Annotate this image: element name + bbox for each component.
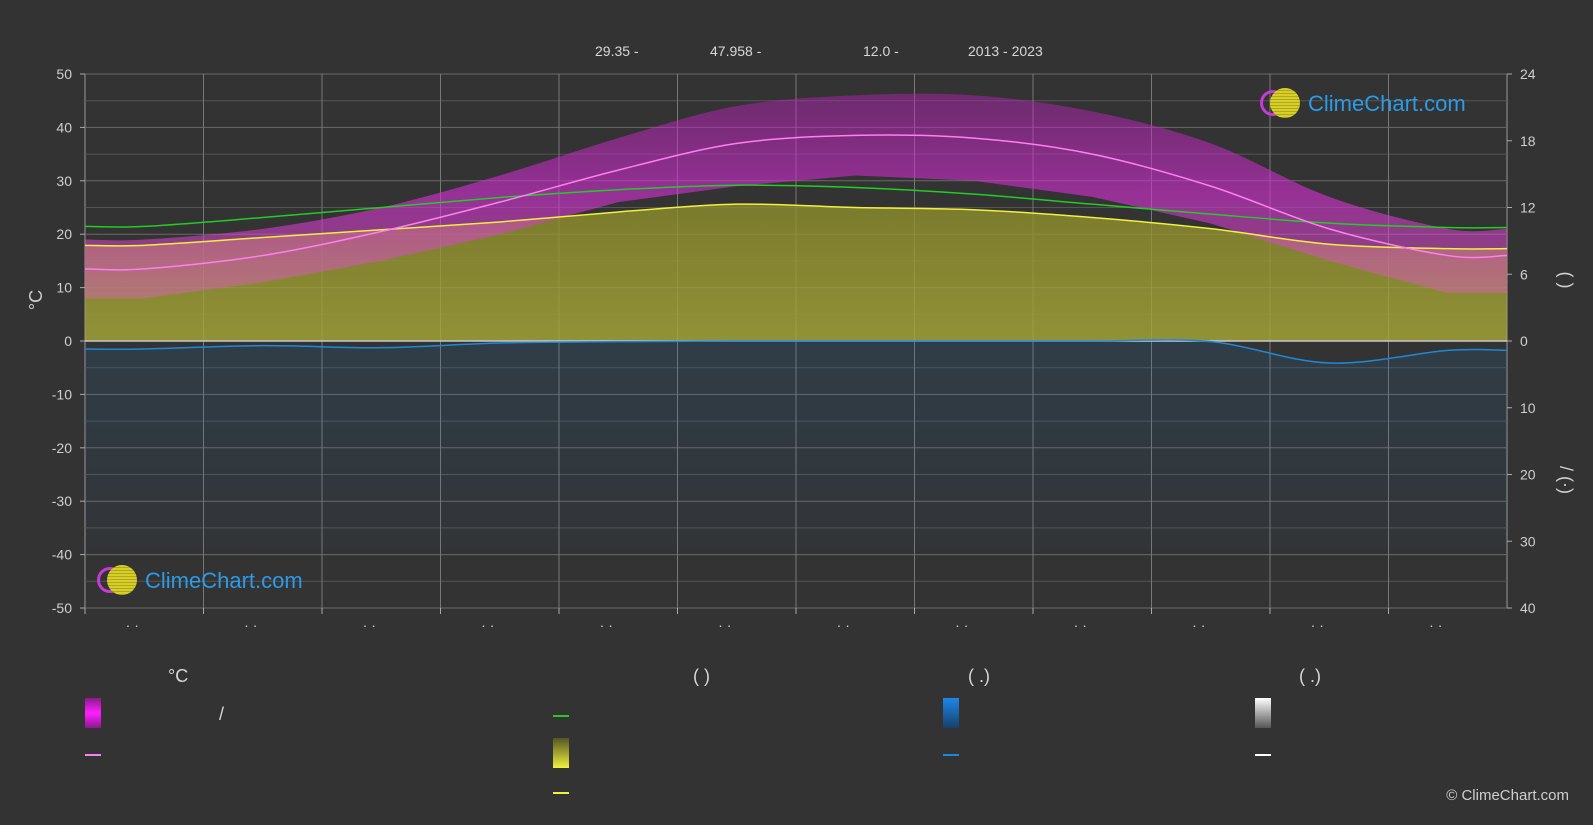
right-tick-label: 10 xyxy=(1520,400,1536,416)
header-longitude: 47.958 - xyxy=(710,43,762,59)
logo-text: ClimeChart.com xyxy=(145,568,303,593)
sunshine-line xyxy=(84,203,1508,250)
legend-snow-line xyxy=(1255,754,1271,756)
logo-top: ClimeChart.com xyxy=(1260,88,1466,120)
legend-sunshine-swatch xyxy=(553,738,569,768)
legend-temp-range-swatch xyxy=(85,698,101,728)
left-tick-label: -30 xyxy=(52,493,72,509)
right-tick-label: 30 xyxy=(1520,533,1536,549)
logo-icon xyxy=(1260,88,1300,120)
header-elevation: 12.0 - xyxy=(863,43,899,59)
legend-rain-head: ( .) xyxy=(968,666,990,686)
legend-rain-swatch xyxy=(943,698,959,728)
month-label: · · xyxy=(955,617,968,633)
header-latitude: 29.35 - xyxy=(595,43,639,59)
logo-icon xyxy=(97,565,137,597)
left-tick-label: 0 xyxy=(64,333,72,349)
left-axis-label: °C xyxy=(26,290,46,310)
right-tick-label: 0 xyxy=(1520,333,1528,349)
daylight-line xyxy=(84,184,1508,229)
left-tick-label: 40 xyxy=(56,119,72,135)
month-label: · · xyxy=(244,617,257,633)
right-tick-label: 12 xyxy=(1520,200,1536,216)
left-tick-label: 50 xyxy=(56,66,72,82)
climate-chart: 50 40 30 20 10 0 -10 -20 -30 -40 -50 24 18 12 6 0 10 20 30… xyxy=(26,66,1576,633)
right-top-axis-label: ( ) xyxy=(1556,272,1576,289)
legend-mean-temp-line xyxy=(85,754,101,756)
logo-bottom: ClimeChart.com xyxy=(97,565,303,597)
temp-range-band xyxy=(85,93,1507,299)
legend-snow-swatch xyxy=(1255,698,1271,728)
legend-daylight-line xyxy=(553,715,569,717)
right-tick-label: 24 xyxy=(1520,66,1536,82)
left-tick-label: -50 xyxy=(52,600,72,616)
month-label: · · xyxy=(363,617,376,633)
right-tick-label: 18 xyxy=(1520,133,1536,149)
left-tick-label: 30 xyxy=(56,173,72,189)
right-bottom-axis-label: / (·) xyxy=(1556,466,1576,494)
right-tick-label: 6 xyxy=(1520,266,1528,282)
mean-temp-line xyxy=(84,134,1508,271)
legend-snow-head: ( .) xyxy=(1299,666,1321,686)
rain-area xyxy=(85,339,1507,548)
right-tick-label: 40 xyxy=(1520,600,1536,616)
header-years: 2013 - 2023 xyxy=(968,43,1043,59)
legend-temp-slash: / xyxy=(219,704,225,724)
month-label: · · xyxy=(718,617,731,633)
month-label: · · xyxy=(126,617,139,633)
month-label: · · xyxy=(1074,617,1087,633)
left-tick-label: -10 xyxy=(52,386,72,402)
left-tick-label: 10 xyxy=(56,280,72,296)
month-label: · · xyxy=(1429,617,1442,633)
legend-rain-line xyxy=(943,754,959,756)
month-label: · · xyxy=(481,617,494,633)
legend-sunshine-line xyxy=(553,792,569,794)
month-label: · · xyxy=(1192,617,1205,633)
copyright: © ClimeChart.com xyxy=(1446,787,1569,804)
right-tick-label: 20 xyxy=(1520,467,1536,483)
rain-line xyxy=(84,339,1508,364)
legend-temp-head: °C xyxy=(168,666,189,686)
left-tick-label: -20 xyxy=(52,440,72,456)
month-label: · · xyxy=(1311,617,1324,633)
month-label: · · xyxy=(600,617,613,633)
left-tick-label: 20 xyxy=(56,226,72,242)
plot-area: 50 40 30 20 10 0 -10 -20 -30 -40 -50 24 18 12 6 0 10 20 30… xyxy=(26,66,1576,633)
left-tick-label: -40 xyxy=(52,547,72,563)
logo-text: ClimeChart.com xyxy=(1308,91,1466,116)
month-label: · · xyxy=(837,617,850,633)
legend-sun-head: ( ) xyxy=(693,666,710,686)
